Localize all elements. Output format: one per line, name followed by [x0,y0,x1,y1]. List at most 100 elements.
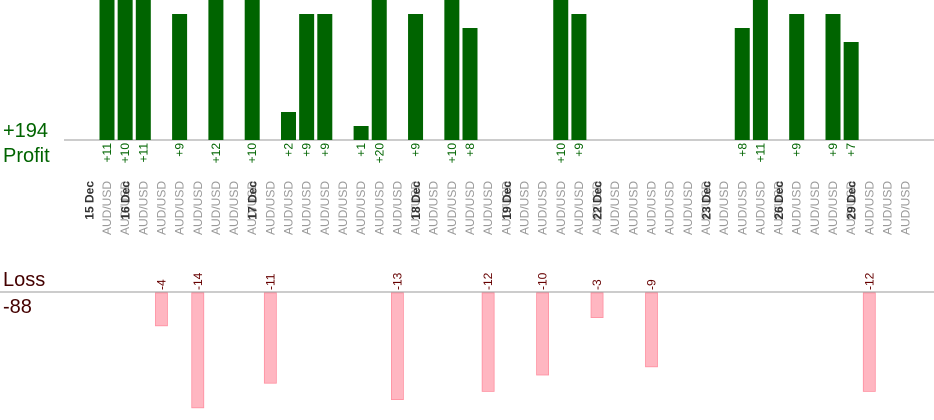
category-label: AUD/USD [626,181,640,235]
category-label: AUD/USD [772,181,786,235]
category-label: AUD/USD [263,181,277,235]
profit-value-label: +11 [100,143,114,163]
profit-bar [281,112,296,140]
profit-total: +194 [3,120,49,142]
date-label: 19 Dec [500,181,514,220]
date-label: 26 Dec [772,181,786,220]
profit-value-label: +11 [136,143,150,163]
date-label: 18 Dec [409,181,423,220]
category-label: AUD/USD [753,181,767,235]
profit-value-label: +9 [318,143,332,157]
category-label: AUD/USD [318,181,332,235]
loss-bar [536,292,549,376]
profit-bar [408,14,424,140]
profit-bars: +11 +10 +11 +9 +12 +10 +2 +9 +9 +1 +20 +9 +10 +8 +10 +9… [99,0,859,164]
category-label: AUD/USD [336,181,350,235]
loss-bar [390,292,404,400]
profit-value-label: +10 [245,143,259,164]
profit-bar [752,0,768,140]
date-labels: 15 Dec 16 Dec 17 Dec 18 Dec 19 Dec 22 Dec 23 D… [82,181,858,220]
category-label: AUD/USD [899,181,913,235]
profit-value-label: +9 [300,143,314,157]
category-label: AUD/USD [499,181,513,235]
category-label: AUD/USD [826,181,840,235]
category-label: AUD/USD [300,181,314,235]
category-label: AUD/USD [554,181,568,235]
category-label: AUD/USD [790,181,804,235]
profit-bar [734,28,750,140]
profit-bar [825,14,841,140]
profit-bar [317,14,333,140]
category-label: AUD/USD [536,181,550,235]
category-label: AUD/USD [390,181,404,235]
profit-bar [571,14,587,140]
profit-bar [299,14,315,140]
loss-bar [263,292,277,384]
profit-value-label: +20 [372,143,386,164]
profit-value-label: +9 [572,143,586,157]
loss-bar [862,292,876,392]
date-label: 23 Dec [699,181,713,220]
loss-value-label: -13 [390,272,404,290]
profit-value-label: +8 [463,143,477,157]
category-label: AUD/USD [154,181,168,235]
profit-value-label: +10 [118,143,132,164]
loss-value-label: -3 [590,279,604,290]
profit-bar [444,0,460,140]
category-label: AUD/USD [717,181,731,235]
category-label: AUD/USD [699,181,713,235]
category-label: AUD/USD [663,181,677,235]
profit-value-label: +9 [409,143,423,157]
loss-bar [590,292,604,319]
category-label: AUD/USD [808,181,822,235]
loss-bars: -4 -14 -11 -13 -12 -10 -3 -9 -12 [154,272,876,409]
date-label: 29 Dec [845,181,859,220]
loss-label: Loss [3,269,46,291]
profit-bar [172,14,188,140]
date-label: 17 Dec [246,181,260,220]
category-label: AUD/USD [735,181,749,235]
category-label: AUD/USD [481,181,495,235]
category-label: AUD/USD [227,181,241,235]
profit-bar [843,42,859,140]
category-label: AUD/USD [844,181,858,235]
category-label: AUD/USD [572,181,586,235]
profit-label: Profit [3,145,50,167]
profit-value-label: +12 [209,143,223,164]
profit-bar [371,0,387,140]
profit-bar [789,14,805,140]
profit-bar [208,0,224,140]
category-label: AUD/USD [136,181,150,235]
category-label: AUD/USD [645,181,659,235]
profit-value-label: +10 [554,143,568,164]
loss-value-label: -12 [481,272,495,290]
profit-value-label: +9 [826,143,840,157]
loss-value-label: -9 [645,279,659,290]
category-label: AUD/USD [282,181,296,235]
category-label: AUD/USD [245,181,259,235]
profit-bar [244,0,260,140]
loss-bar [155,292,168,327]
profit-value-label: +11 [753,143,767,163]
profit-bar [353,126,369,140]
loss-value-label: -12 [862,272,876,290]
loss-value-label: -10 [536,272,550,290]
category-label: AUD/USD [590,181,604,235]
category-label: AUD/USD [173,181,187,235]
category-label: AUD/USD [100,181,114,235]
loss-value-label: -14 [191,272,205,290]
profit-value-label: +10 [445,143,459,164]
category-label: AUD/USD [209,181,223,235]
profit-value-label: +9 [173,143,187,157]
loss-bar [481,292,495,392]
category-label: AUD/USD [880,181,894,235]
loss-value-label: -11 [263,273,277,290]
profit-bar [117,0,133,140]
profit-value-label: +2 [282,143,296,157]
category-label: AUD/USD [191,181,205,235]
date-label: 16 Dec [119,181,133,220]
profit-bar [462,28,478,140]
category-label: AUD/USD [517,181,531,235]
profit-bar [135,0,151,140]
profit-bar [553,0,569,140]
